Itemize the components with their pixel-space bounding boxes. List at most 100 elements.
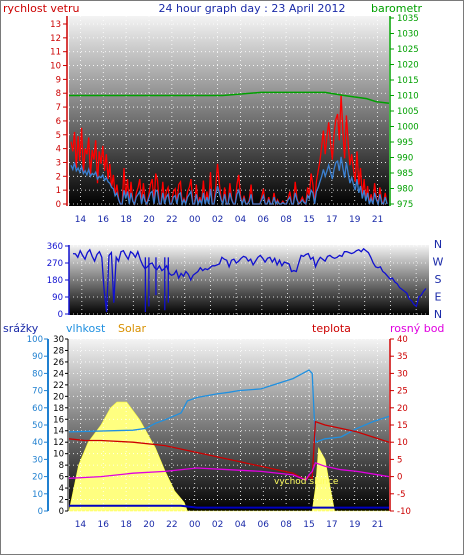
- wind-right-tick-label: 975: [397, 200, 413, 210]
- mid-tick-label: 6: [59, 473, 64, 483]
- mid-tick-label: 26: [53, 358, 64, 368]
- wind-right-tick-label: 1025: [397, 45, 419, 55]
- temperature-tick-label: 40: [397, 335, 408, 345]
- direction-left-tick-label: 90: [52, 293, 63, 303]
- mid-tick-label: 20: [53, 392, 64, 402]
- direction-compass-label: E: [435, 291, 442, 304]
- wind-left-tick-label: 12: [50, 34, 61, 44]
- direction-grid: [69, 245, 429, 315]
- direction-left-tick-label: 180: [47, 276, 63, 286]
- rain-tick-label: 0: [38, 507, 43, 517]
- wind-left-tick-label: 7: [56, 103, 61, 113]
- rain-tick-label: 90: [32, 352, 43, 362]
- temperature-tick-label: 20: [397, 404, 408, 414]
- wind-right-tick-label: 1010: [397, 92, 419, 102]
- mid-tick-label: 14: [53, 427, 64, 437]
- climate-x-tick-label: 00: [189, 520, 201, 530]
- wind-left-tick-label: 11: [50, 48, 61, 58]
- wind-left-tick-label: 10: [50, 62, 61, 72]
- wind-right-tick-label: 985: [397, 169, 413, 179]
- wind-left-label: rychlost vetru: [3, 2, 79, 15]
- rain_rate-line: [69, 504, 389, 509]
- wind-left-tick-label: 0: [56, 200, 61, 210]
- wind-right-tick-label: 1020: [397, 61, 419, 71]
- wind-right-tick-label: 980: [397, 185, 413, 195]
- wind-left-tick-label: 8: [56, 89, 61, 99]
- dewpoint-label: rosný bod: [390, 322, 444, 335]
- wind-right-label: barometr: [371, 2, 423, 15]
- climate-x-tick-label: 20: [143, 520, 155, 530]
- humidity-line: [68, 369, 390, 444]
- wind-x-tick-label: 17: [326, 215, 337, 225]
- rain-tick-label: 100: [27, 335, 43, 345]
- climate-x-tick-label: 18: [120, 520, 132, 530]
- climate-x-tick-label: 17: [326, 520, 337, 530]
- direction-compass-label: S: [435, 273, 442, 286]
- wind-right-tick-label: 1030: [397, 30, 419, 40]
- wind-chart: rychlost vetru 24 hour graph day : 23 Ap…: [3, 2, 423, 225]
- humidity-label: vlhkost: [66, 322, 106, 335]
- rain-tick-label: 60: [32, 404, 43, 414]
- temperature-tick-label: 0: [397, 473, 402, 483]
- temperature-tick-label: 15: [397, 421, 408, 431]
- climate-x-tick-label: 16: [98, 520, 110, 530]
- wind-left-tick-label: 1: [56, 186, 61, 196]
- rain-tick-label: 70: [32, 387, 43, 397]
- climate-chart: srážky vlhkost Solar teplota rosný bod 0…: [3, 322, 444, 530]
- rain-tick-label: 20: [32, 473, 43, 483]
- direction-compass-label: W: [433, 256, 444, 269]
- direction-left-tick-label: 270: [47, 259, 63, 269]
- temperature-label: teplota: [312, 322, 351, 335]
- wind-x-tick-label: 00: [189, 215, 201, 225]
- climate-x-tick-label: 06: [258, 520, 270, 530]
- wind-left-tick-label: 3: [56, 158, 61, 168]
- mid-tick-label: 10: [53, 450, 64, 460]
- direction-compass-label: N: [434, 238, 442, 251]
- wind-x-tick-label: 18: [120, 215, 132, 225]
- direction-line: [72, 247, 427, 313]
- climate-x-tick-label: 19: [349, 520, 361, 530]
- wind-left-tick-label: 6: [56, 117, 61, 127]
- wind-x-tick-label: 04: [235, 215, 247, 225]
- wind-x-tick-label: 08: [280, 215, 292, 225]
- direction-left-tick-label: 0: [58, 310, 63, 320]
- direction-compass-label: N: [434, 308, 442, 321]
- rain-tick-label: 30: [32, 455, 43, 465]
- wind-speed-line: [70, 156, 388, 207]
- climate-rain-ticks: 0 10 20 30 40 50 60 70 80 90 100: [27, 335, 48, 517]
- rain-tick-label: 80: [32, 369, 43, 379]
- graph-title: 24 hour graph day : 23 April 2012: [159, 2, 346, 15]
- climate-line-series: [68, 369, 390, 509]
- mid-tick-label: 28: [53, 346, 64, 356]
- mid-tick-label: 12: [53, 438, 64, 448]
- wind-x-tick-label: 21: [372, 215, 383, 225]
- mid-tick-label: 22: [53, 381, 64, 391]
- wind-right-tick-label: 995: [397, 138, 413, 148]
- mid-tick-label: 8: [59, 461, 64, 471]
- climate-x-tick-label: 15: [303, 520, 314, 530]
- mid-tick-label: 4: [59, 484, 64, 494]
- wind-left-tick-label: 4: [56, 145, 61, 155]
- rain-tick-label: 50: [32, 421, 43, 431]
- mid-tick-label: 30: [53, 335, 64, 345]
- temperature-line: [68, 420, 390, 481]
- wind-right-ticks: 975 980 985 990 995 1000 1005 1010 1015 1020 1025 1…: [390, 14, 419, 210]
- wind-right-tick-label: 990: [397, 154, 413, 164]
- rain-tick-label: 10: [32, 490, 43, 500]
- wind-x-tick-label: 15: [303, 215, 314, 225]
- wind-x-tick-label: 19: [349, 215, 361, 225]
- wind-left-tick-label: 5: [56, 131, 61, 141]
- mid-tick-label: 16: [53, 415, 64, 425]
- climate-x-tick-label: 02: [212, 520, 223, 530]
- mid-tick-label: 18: [53, 404, 64, 414]
- climate-x-tick-label: 22: [166, 520, 177, 530]
- rain-tick-label: 40: [32, 438, 43, 448]
- climate-x-tick-label: 08: [280, 520, 292, 530]
- temperature-tick-label: 25: [397, 387, 408, 397]
- solar-label: Solar: [118, 322, 147, 335]
- climate-x-tick-label: 21: [372, 520, 383, 530]
